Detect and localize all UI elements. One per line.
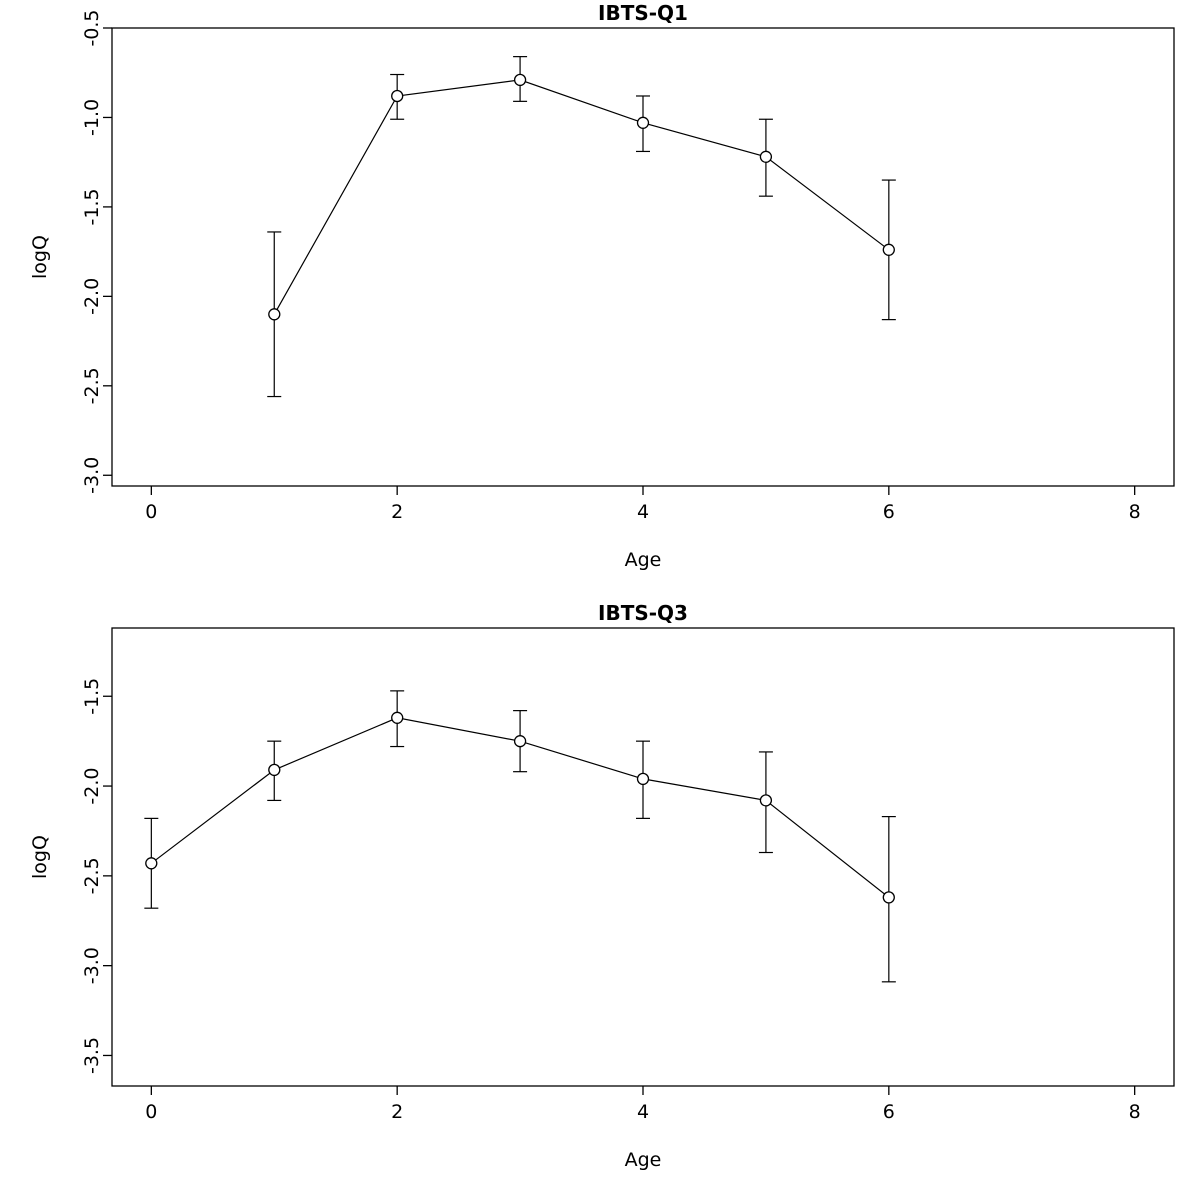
y-tick-label: -1.0 <box>81 99 103 136</box>
data-point <box>391 89 404 103</box>
data-point <box>759 794 773 807</box>
data-point <box>145 857 158 870</box>
x-tick-label: 2 <box>391 1101 403 1123</box>
data-point <box>513 73 527 87</box>
y-tick-label: -2.0 <box>81 278 103 315</box>
data-point <box>882 243 895 256</box>
y-tick-label: -2.0 <box>81 768 103 805</box>
data-point <box>759 150 773 163</box>
y-tick-label: -1.5 <box>81 678 103 715</box>
x-tick-label: 2 <box>391 501 403 523</box>
y-axis-label: logQ <box>29 835 51 879</box>
chart-title: IBTS-Q1 <box>598 1 688 25</box>
y-tick-label: -3.0 <box>81 457 103 494</box>
chart-ibts-q1: IBTS-Q1 0 2 4 6 8 -0.5 -1.0 -1.5 -2.0 -2.5 -3.0 Age l… <box>29 1 1175 571</box>
chart-title: IBTS-Q3 <box>598 601 688 625</box>
x-tick-label: 6 <box>883 501 895 523</box>
y-axis-label: logQ <box>29 235 51 279</box>
chart-ibts-q3: IBTS-Q3 0 2 4 6 8 -1.5 -2.0 -2.5 -3.0 -3.5 Age logQ <box>29 601 1175 1171</box>
x-tick-label: 6 <box>883 1101 895 1123</box>
x-tick-label: 0 <box>145 501 157 523</box>
series-line <box>273 79 890 315</box>
y-tick-label: -1.5 <box>81 188 103 225</box>
data-point <box>636 772 650 786</box>
y-tick-label: -3.5 <box>81 1037 103 1074</box>
y-tick-label: -3.0 <box>81 947 103 984</box>
x-tick-label: 0 <box>145 1101 157 1123</box>
x-tick-label: 4 <box>637 501 649 523</box>
data-point <box>268 763 281 777</box>
data-point <box>636 116 650 129</box>
data-point <box>882 891 895 904</box>
x-tick-label: 8 <box>1129 501 1141 523</box>
x-axis-label: Age <box>625 549 662 571</box>
data-point <box>513 735 527 748</box>
x-tick-label: 8 <box>1129 1101 1141 1123</box>
data-point <box>391 711 404 724</box>
x-tick-label: 4 <box>637 1101 649 1123</box>
y-tick-label: -2.5 <box>81 367 103 404</box>
y-tick-label: -2.5 <box>81 857 103 894</box>
x-axis-label: Age <box>625 1149 662 1171</box>
plot-box <box>111 627 1175 1087</box>
y-tick-label: -0.5 <box>81 9 103 46</box>
data-point <box>268 308 281 321</box>
